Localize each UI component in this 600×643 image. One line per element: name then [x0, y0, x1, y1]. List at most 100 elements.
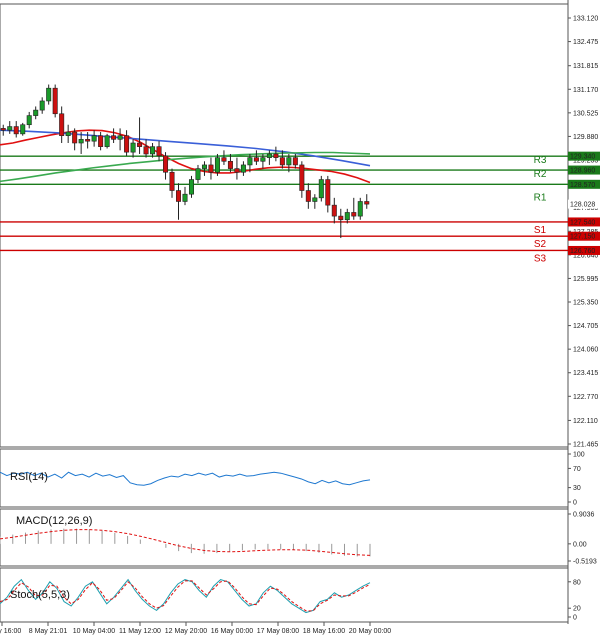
macd-signal-line — [0, 529, 371, 556]
candle-body — [364, 201, 370, 205]
candle-body — [59, 113, 65, 136]
macd-tick-label: 0.9036 — [573, 512, 595, 519]
x-tick-label: 16 May 00:00 — [211, 628, 254, 635]
candle-body — [85, 139, 91, 142]
level-price-label: 127.540 — [570, 219, 595, 226]
rsi-tick-label: 0 — [573, 500, 577, 507]
panel-frame — [0, 508, 569, 567]
candle-body — [137, 142, 143, 147]
candle-body — [201, 164, 207, 169]
candle-body — [305, 190, 311, 202]
x-tick-label: 7 May 16:00 — [0, 628, 21, 635]
macd-tick-label: -0.5193 — [573, 559, 597, 566]
candle-body — [52, 87, 58, 115]
level-price-tag — [568, 217, 600, 227]
candle-body — [273, 153, 279, 158]
candle-body — [124, 135, 130, 153]
panel-frame — [0, 3, 569, 448]
stoch-tick-label: 80 — [573, 579, 581, 586]
y-tick-label: 132.475 — [573, 39, 598, 46]
candle-body — [351, 212, 357, 217]
candle-body — [253, 157, 259, 162]
level-price-label: 126.760 — [570, 248, 595, 255]
candle-body — [13, 126, 19, 135]
y-tick-label: 130.525 — [573, 110, 598, 117]
y-tick-label: 129.233 — [573, 158, 598, 165]
x-tick-label: 20 May 00:00 — [349, 628, 392, 635]
candle-body — [78, 139, 84, 144]
candle-body — [163, 155, 169, 173]
rsi-line-1 — [0, 471, 371, 486]
y-tick-label: 121.465 — [573, 442, 598, 449]
y-tick-label: 124.705 — [573, 323, 598, 330]
candle-body — [260, 157, 266, 162]
rsi-tick-label: 30 — [573, 485, 581, 492]
y-tick-label: 133.120 — [573, 16, 598, 23]
y-tick-label: 122.770 — [573, 394, 598, 401]
candle-body — [299, 164, 305, 191]
candle-body — [234, 168, 240, 173]
level-price-tag — [568, 245, 600, 255]
candle-body — [7, 126, 13, 131]
candle-body — [208, 164, 214, 173]
level-name-r1: R1 — [534, 192, 547, 203]
candle-body — [221, 157, 227, 162]
rsi-tick-label: 100 — [573, 452, 585, 459]
x-tick-label: 17 May 08:00 — [257, 628, 300, 635]
current-price-label: 128.028 — [570, 202, 595, 209]
y-tick-label: 131.170 — [573, 87, 598, 94]
level-name-r2: R2 — [534, 169, 547, 180]
candle-body — [266, 153, 272, 158]
x-tick-label: 11 May 12:00 — [119, 628, 161, 635]
x-tick-label: 12 May 20:00 — [165, 628, 208, 635]
y-tick-label: 129.880 — [573, 134, 598, 141]
level-price-label: 128.570 — [570, 182, 595, 189]
rsi-title: RSI(14) — [10, 471, 48, 483]
candle-body — [279, 157, 285, 166]
y-tick-label: 131.815 — [573, 63, 598, 70]
candle-body — [117, 135, 123, 140]
stoch-tick-label: 20 — [573, 606, 581, 613]
candle-body — [65, 131, 71, 136]
level-price-label: 127.150 — [570, 234, 595, 241]
candle-body — [357, 201, 363, 217]
candle-body — [240, 164, 246, 173]
candle-body — [143, 146, 149, 155]
candle-body — [91, 135, 97, 142]
level-price-tag — [568, 151, 600, 161]
y-tick-label: 126.640 — [573, 252, 598, 259]
candle-body — [312, 197, 318, 202]
level-name-s3: S3 — [534, 253, 547, 264]
x-tick-label: 18 May 16:00 — [303, 628, 346, 635]
y-tick-label: 124.060 — [573, 347, 598, 354]
candle-body — [33, 109, 39, 116]
level-price-tag — [568, 165, 600, 175]
y-tick-label: 123.415 — [573, 370, 598, 377]
moving-average-line-3 — [0, 151, 371, 183]
y-tick-label: 125.350 — [573, 300, 598, 307]
candle-body — [338, 215, 344, 221]
y-tick-label: 122.110 — [573, 418, 598, 425]
candle-body — [188, 179, 194, 195]
stoch-tick-label: 0 — [573, 615, 577, 622]
macd-tick-label: 0.00 — [573, 541, 587, 548]
candle-body — [286, 157, 292, 166]
x-tick-label: 8 May 21:01 — [29, 628, 68, 635]
candle-body — [195, 168, 201, 180]
stoch-line-2 — [0, 580, 371, 612]
candle-body — [247, 157, 253, 166]
candle-body — [318, 179, 324, 199]
candle-body — [104, 135, 110, 147]
candle-body — [182, 193, 188, 202]
candle-body — [46, 87, 52, 102]
level-price-tag — [568, 179, 600, 189]
candle-body — [344, 212, 350, 221]
candle-body — [111, 135, 117, 140]
candle-body — [98, 135, 104, 147]
candle-body — [156, 146, 162, 157]
candle-body — [20, 124, 26, 135]
candle-body — [331, 204, 337, 217]
candle-body — [214, 157, 220, 173]
